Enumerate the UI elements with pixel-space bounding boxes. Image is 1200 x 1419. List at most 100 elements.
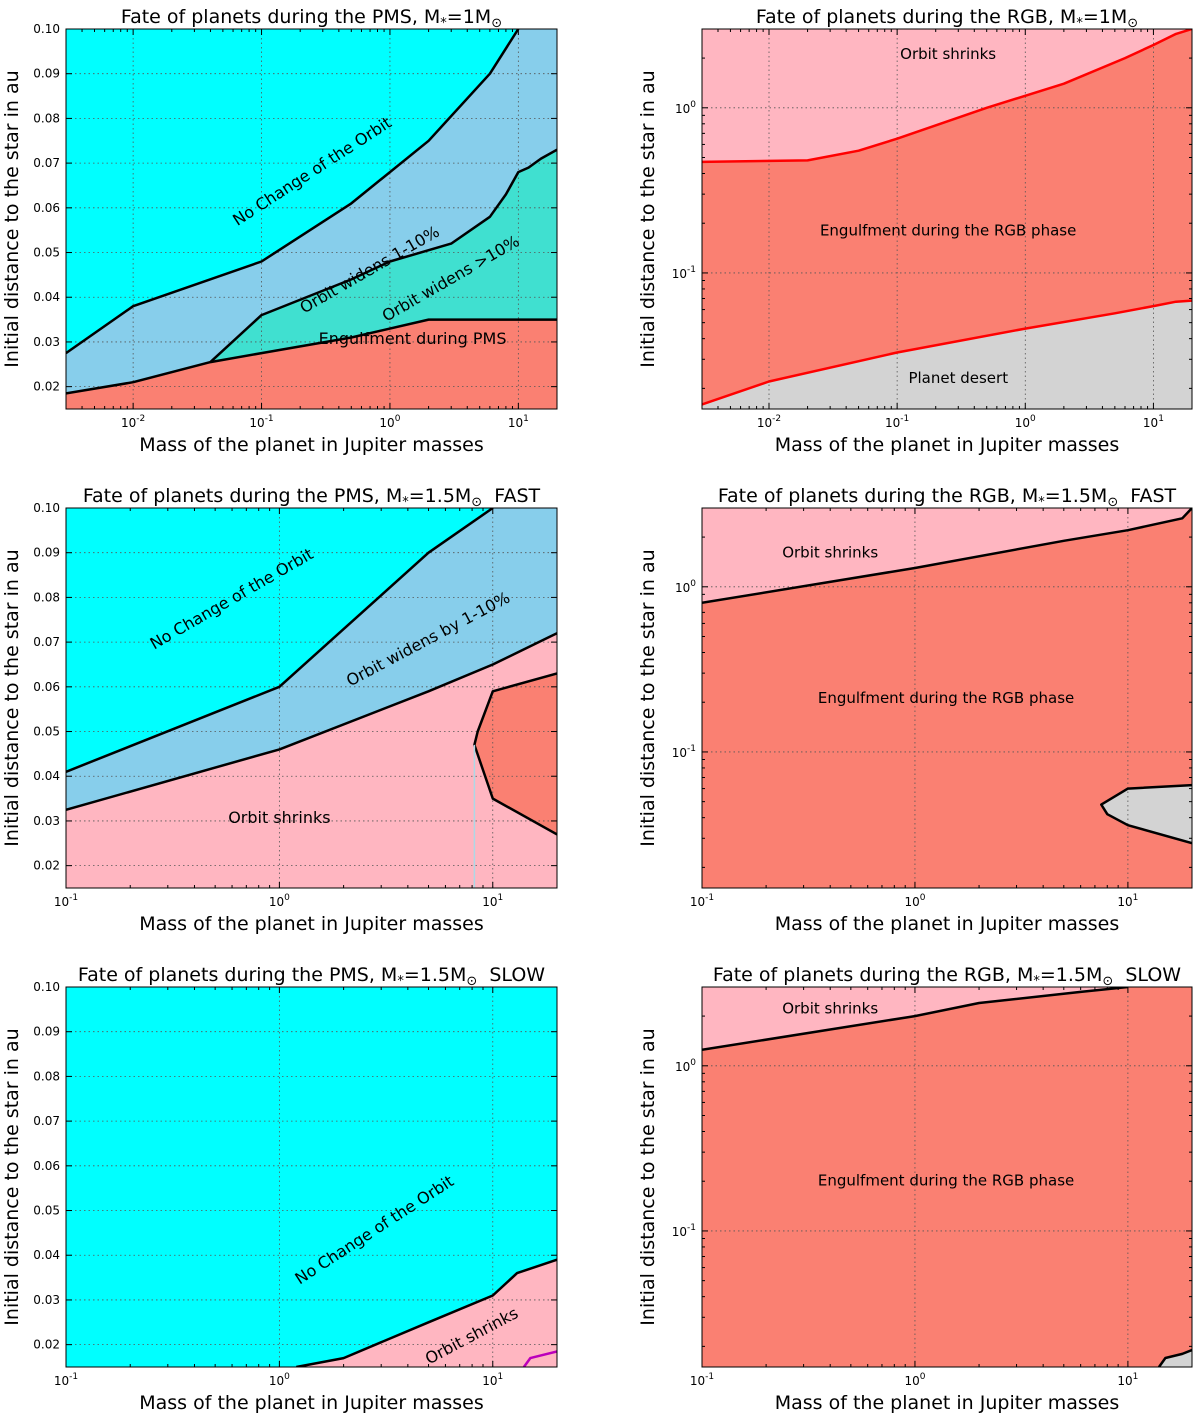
x-tick-label: 100 [269,1372,290,1388]
x-tick-label: 10-1 [54,893,78,909]
chart-title: Fate of planets during the PMS, M*=1M⊙ [121,6,502,31]
y-tick-label: 0.08 [33,111,60,125]
x-tick-label: 100 [1015,414,1036,430]
region-orbit-shrinks [702,508,1192,603]
chart-title: Fate of planets during the PMS, M*=1.5M⊙… [83,485,541,510]
y-tick-label: 0.07 [33,156,60,170]
x-tick-label: 101 [508,414,529,430]
y-tick-label: 0.03 [33,814,60,828]
y-tick-label: 0.06 [33,1159,60,1173]
region-label: Orbit shrinks [782,1000,878,1018]
boundary-line [66,318,557,395]
region-orbit-shrinks [66,633,557,888]
y-tick-label: 0.07 [33,635,60,649]
y-tick-label: 0.04 [33,1248,60,1262]
y-tick-label: 0.02 [33,1338,60,1352]
y-axis-label: Initial distance to the star in au [637,549,659,846]
region-orbit-shrinks [702,987,1128,1050]
region-label: Engulfment during the RGB phase [818,1172,1074,1190]
y-tick-label: 0.09 [33,546,60,560]
x-tick-label: 100 [904,893,925,909]
y-tick-label: 0.09 [33,1025,60,1039]
plot-frame [65,986,558,1368]
plot-frame [701,986,1193,1368]
region-label: Orbit shrinks [228,808,330,827]
chart-rgb-15-fast: Orbit shrinks Engulfment during the RGB p… [637,485,1193,935]
y-tick-label: 0.03 [33,335,60,349]
y-tick-label: 0.10 [33,501,60,515]
boundary-line [66,29,520,355]
boundary-line [66,632,557,812]
y-tick-label: 10-1 [672,744,696,760]
region-planet-desert [1101,785,1192,844]
y-tick-label: 0.08 [33,590,60,604]
x-axis-label: Mass of the planet in Jupiter masses [775,1392,1120,1414]
y-tick-label: 0.05 [33,1204,60,1218]
x-tick-label: 101 [1117,1372,1138,1388]
y-tick-label: 0.10 [33,22,60,36]
region-label: Engulfment during PMS [319,329,507,348]
x-tick-label: 101 [1117,893,1138,909]
x-tick-label: 100 [269,893,290,909]
boundary-line [702,987,1129,1052]
y-tick-label: 10-1 [672,265,696,281]
chart-pms-15-fast: No Change of the Orbit Orbit widens by 1-… [1,485,558,935]
y-tick-label: 0.04 [33,769,60,783]
x-tick-label: 100 [379,414,400,430]
x-axis-label: Mass of the planet in Jupiter masses [139,434,484,456]
x-tick-label: 10-1 [54,1372,78,1388]
y-tick-label: 0.10 [33,980,60,994]
y-tick-label: 0.06 [33,680,60,694]
chart-rgb-15-slow: Orbit shrinks Engulfment during the RGB p… [637,964,1193,1414]
boundary-line [702,299,1192,406]
y-tick-label: 0.03 [33,1293,60,1307]
y-tick-label: 0.07 [33,1114,60,1128]
boundary-line [522,1350,557,1367]
x-axis-label: Mass of the planet in Jupiter masses [139,913,484,935]
y-tick-label: 100 [675,100,696,116]
chart-title: Fate of planets during the PMS, M*=1.5M⊙… [78,964,545,989]
chart-rgb-1: Orbit shrinks Engulfment during the RGB p… [637,6,1193,456]
boundary-line [1100,783,1192,845]
y-tick-label: 10-1 [672,1223,696,1239]
plot-frame [701,507,1193,889]
region-label: Engulfment during the RGB phase [820,221,1076,239]
boundary-line [209,148,557,364]
region-label: Engulfment during the RGB phase [818,689,1074,707]
boundary-line [1157,1348,1192,1367]
x-tick-label: 10-1 [249,414,273,430]
y-axis-label: Initial distance to the star in au [637,1028,659,1325]
x-tick-label: 10-2 [121,414,145,430]
y-tick-label: 0.09 [33,67,60,81]
region-label: Orbit shrinks [900,45,996,63]
region-label: Orbit shrinks [782,544,878,562]
x-axis-label: Mass of the planet in Jupiter masses [775,913,1120,935]
boundary-line [296,1258,557,1367]
chart-title: Fate of planets during the RGB, M*=1.5M⊙… [718,485,1177,510]
y-axis-label: Initial distance to the star in au [1,1028,23,1325]
chart-title: Fate of planets during the RGB, M*=1.5M⊙… [713,964,1181,989]
y-axis-label: Initial distance to the star in au [1,549,23,846]
x-tick-label: 101 [1143,414,1164,430]
plot-frame [701,28,1193,410]
plot-frame [65,28,558,410]
y-tick-label: 0.02 [33,859,60,873]
x-tick-label: 10-1 [690,893,714,909]
y-tick-label: 0.05 [33,725,60,739]
boundary-line [702,508,1192,605]
boundary-line [702,29,1192,164]
x-axis-label: Mass of the planet in Jupiter masses [139,1392,484,1414]
plot-frame [65,507,558,889]
boundary-line [473,672,557,836]
region-orbit-widens-gt10 [210,149,557,363]
x-tick-label: 10-2 [757,414,781,430]
chart-title: Fate of planets during the RGB, M*=1M⊙ [756,6,1138,31]
region-orbit-shrinks [296,1259,557,1367]
y-axis-label: Initial distance to the star in au [1,70,23,367]
x-tick-label: 10-1 [885,414,909,430]
y-tick-label: 100 [675,1058,696,1074]
plot-background [702,987,1192,1367]
y-tick-label: 0.02 [33,380,60,394]
